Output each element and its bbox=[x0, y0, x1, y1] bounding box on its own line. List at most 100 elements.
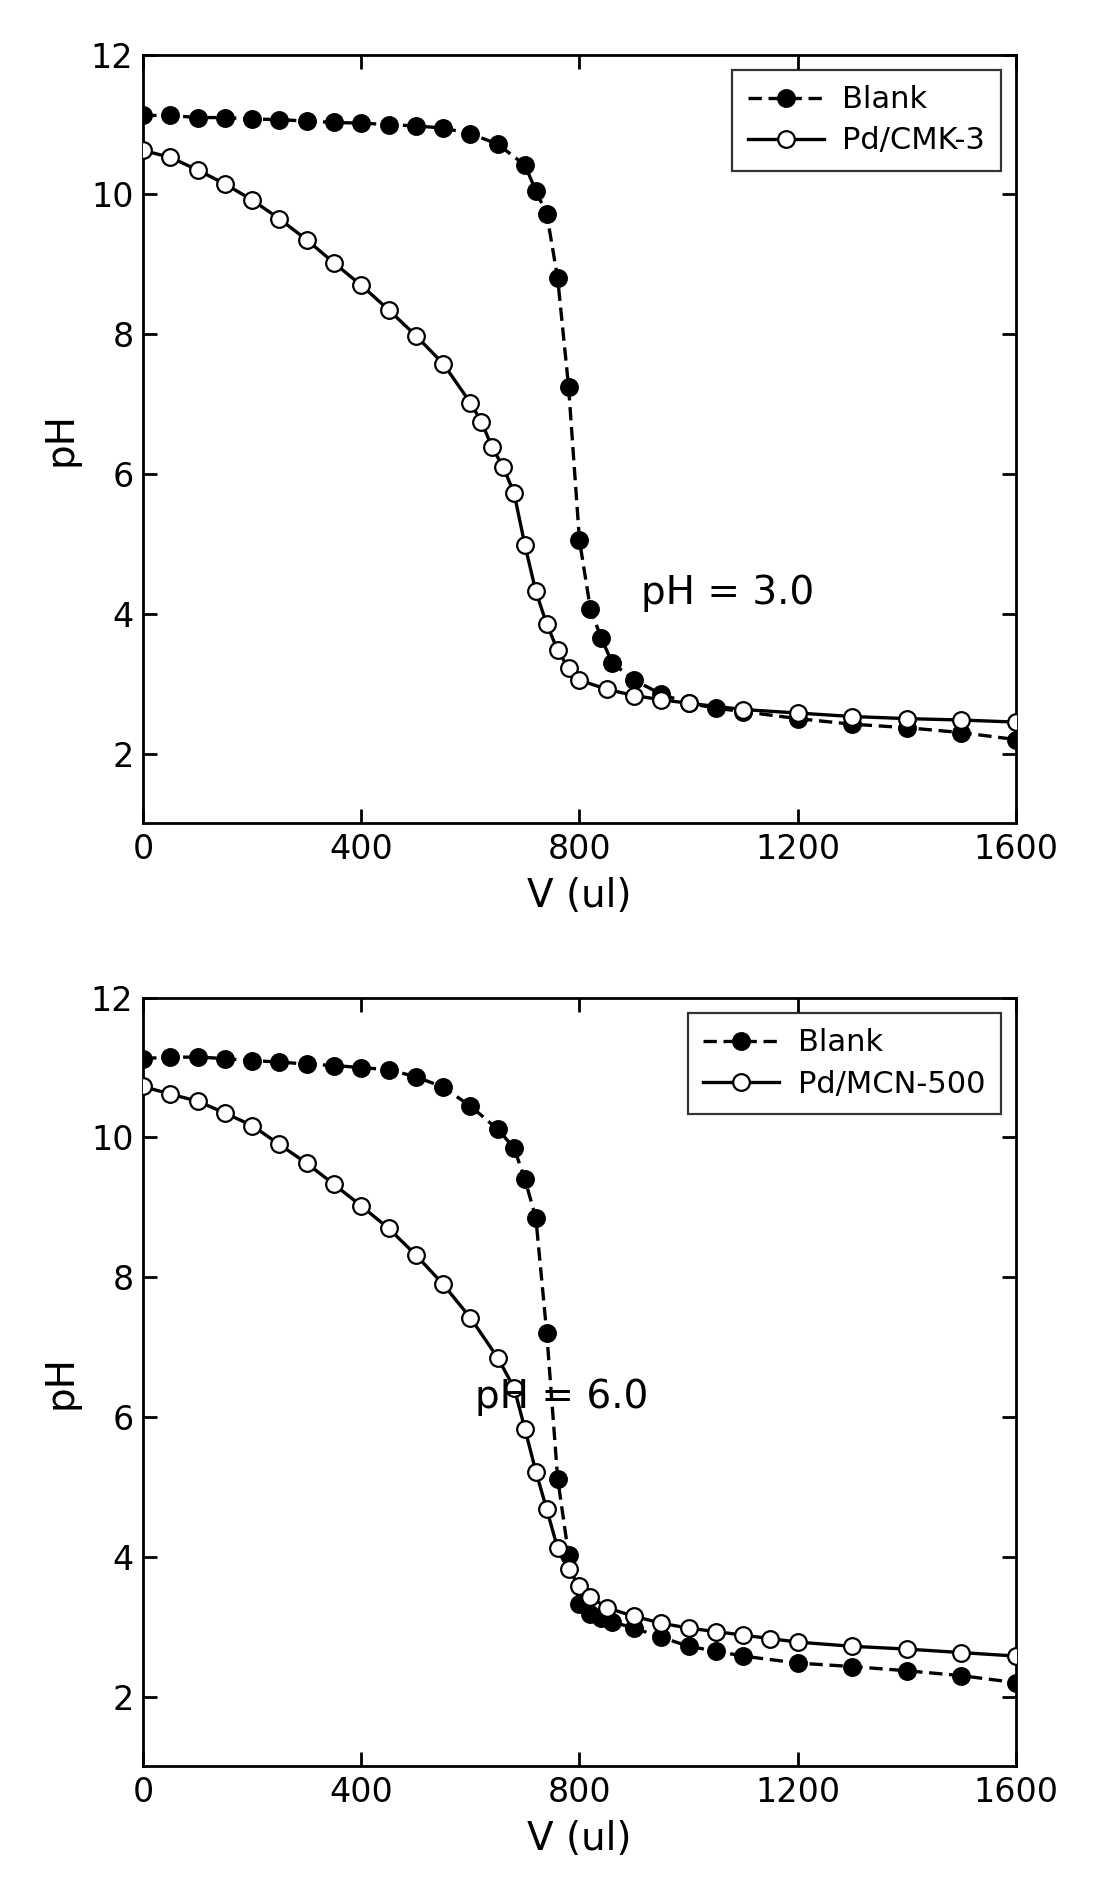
Pd/CMK-3 bbox=[245, 188, 258, 211]
Blank bbox=[382, 1058, 395, 1081]
Pd/MCN-500 bbox=[710, 1621, 723, 1644]
Pd/CMK-3 bbox=[846, 705, 859, 728]
Pd/CMK-3 bbox=[900, 707, 913, 730]
Blank bbox=[710, 1640, 723, 1662]
Blank bbox=[300, 1053, 313, 1075]
Blank bbox=[300, 110, 313, 133]
Pd/MCN-500 bbox=[437, 1273, 450, 1296]
Pd/MCN-500 bbox=[791, 1630, 804, 1653]
Blank bbox=[437, 1075, 450, 1098]
Pd/CMK-3 bbox=[562, 657, 575, 680]
Pd/MCN-500 bbox=[529, 1461, 542, 1484]
Pd/MCN-500 bbox=[627, 1606, 640, 1628]
Line: Pd/MCN-500: Pd/MCN-500 bbox=[135, 1077, 1024, 1664]
Pd/MCN-500 bbox=[763, 1626, 777, 1649]
Blank bbox=[584, 597, 597, 619]
Blank bbox=[245, 1049, 258, 1072]
Pd/MCN-500 bbox=[584, 1585, 597, 1607]
Pd/MCN-500 bbox=[273, 1132, 286, 1155]
Blank bbox=[1009, 1672, 1022, 1695]
Pd/CMK-3 bbox=[551, 638, 564, 661]
Blank bbox=[409, 114, 422, 137]
Pd/MCN-500 bbox=[573, 1575, 586, 1598]
Pd/MCN-500 bbox=[245, 1113, 258, 1136]
Line: Pd/CMK-3: Pd/CMK-3 bbox=[135, 142, 1024, 730]
Blank bbox=[1009, 728, 1022, 751]
Pd/MCN-500 bbox=[737, 1624, 750, 1647]
Pd/MCN-500 bbox=[846, 1634, 859, 1657]
Blank bbox=[737, 701, 750, 724]
Pd/CMK-3 bbox=[136, 139, 150, 162]
Blank bbox=[464, 122, 477, 144]
Blank bbox=[382, 114, 395, 137]
Blank bbox=[273, 1051, 286, 1073]
Blank bbox=[491, 1117, 504, 1140]
Pd/CMK-3 bbox=[300, 228, 313, 251]
Pd/MCN-500 bbox=[464, 1307, 477, 1330]
Blank bbox=[551, 1467, 564, 1490]
Pd/CMK-3 bbox=[654, 688, 668, 711]
Pd/MCN-500 bbox=[136, 1075, 150, 1098]
Pd/CMK-3 bbox=[507, 481, 520, 504]
Blank bbox=[464, 1094, 477, 1117]
Y-axis label: pH: pH bbox=[42, 1355, 79, 1410]
Blank bbox=[791, 707, 804, 730]
Blank bbox=[900, 716, 913, 739]
Pd/CMK-3 bbox=[437, 352, 450, 374]
Pd/MCN-500 bbox=[1009, 1645, 1022, 1668]
Blank bbox=[191, 106, 205, 129]
Blank bbox=[164, 1045, 177, 1068]
Pd/CMK-3 bbox=[1009, 711, 1022, 733]
Pd/CMK-3 bbox=[475, 410, 488, 433]
Blank bbox=[136, 104, 150, 127]
Pd/CMK-3 bbox=[164, 146, 177, 169]
Blank bbox=[354, 1056, 367, 1079]
Pd/CMK-3 bbox=[737, 697, 750, 720]
Pd/MCN-500 bbox=[900, 1638, 913, 1661]
Blank bbox=[354, 112, 367, 135]
Pd/MCN-500 bbox=[491, 1347, 504, 1370]
Pd/CMK-3 bbox=[791, 701, 804, 724]
Blank bbox=[551, 266, 564, 289]
Blank bbox=[955, 1664, 968, 1687]
Blank bbox=[606, 652, 619, 674]
Pd/CMK-3 bbox=[328, 251, 341, 274]
Line: Blank: Blank bbox=[135, 106, 1024, 749]
Blank bbox=[245, 108, 258, 131]
Pd/MCN-500 bbox=[191, 1091, 205, 1113]
Blank bbox=[846, 1655, 859, 1678]
Blank bbox=[218, 106, 231, 129]
Blank bbox=[595, 627, 608, 650]
Blank bbox=[900, 1659, 913, 1682]
Pd/MCN-500 bbox=[409, 1243, 422, 1265]
X-axis label: V (ul): V (ul) bbox=[527, 1820, 631, 1858]
Pd/CMK-3 bbox=[682, 692, 695, 714]
Pd/MCN-500 bbox=[300, 1151, 313, 1174]
Pd/CMK-3 bbox=[409, 325, 422, 348]
Pd/CMK-3 bbox=[273, 207, 286, 230]
Pd/MCN-500 bbox=[328, 1172, 341, 1195]
Blank bbox=[409, 1066, 422, 1089]
Pd/MCN-500 bbox=[955, 1642, 968, 1664]
Y-axis label: pH: pH bbox=[42, 412, 79, 466]
Blank bbox=[562, 1543, 575, 1566]
Pd/CMK-3 bbox=[573, 669, 586, 692]
Blank bbox=[682, 1634, 695, 1657]
Blank bbox=[164, 104, 177, 127]
Blank bbox=[710, 697, 723, 720]
Pd/MCN-500 bbox=[354, 1195, 367, 1218]
Text: pH = 6.0: pH = 6.0 bbox=[475, 1379, 648, 1417]
Pd/MCN-500 bbox=[507, 1376, 520, 1398]
Pd/MCN-500 bbox=[164, 1083, 177, 1106]
Text: pH = 3.0: pH = 3.0 bbox=[640, 574, 814, 612]
Blank bbox=[191, 1045, 205, 1068]
Blank bbox=[328, 110, 341, 133]
Blank bbox=[654, 1626, 668, 1649]
Blank bbox=[573, 1592, 586, 1615]
Pd/MCN-500 bbox=[518, 1417, 531, 1440]
Blank bbox=[791, 1651, 804, 1674]
Blank bbox=[573, 528, 586, 551]
Pd/CMK-3 bbox=[191, 158, 205, 180]
Pd/MCN-500 bbox=[540, 1497, 553, 1520]
Pd/CMK-3 bbox=[540, 614, 553, 637]
